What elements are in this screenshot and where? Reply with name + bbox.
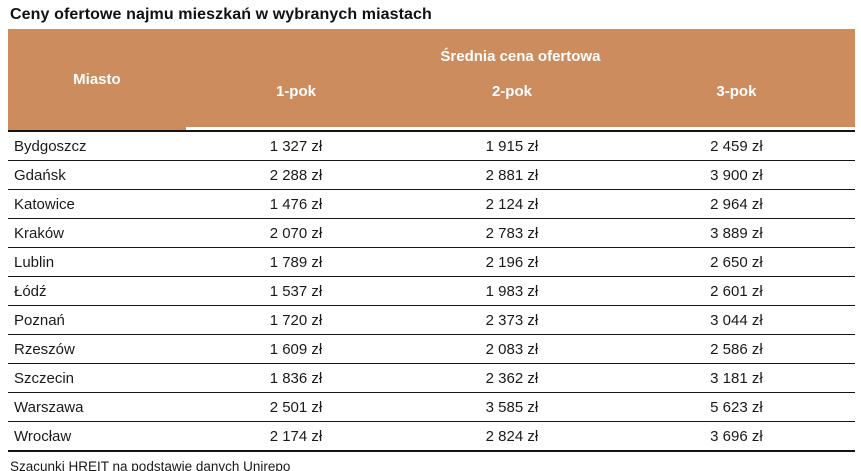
price-cell: 2 362 zł: [406, 364, 618, 393]
price-cell: 2 501 zł: [185, 393, 407, 422]
price-cell: 1 476 zł: [185, 190, 407, 219]
price-cell: 2 288 zł: [185, 161, 407, 190]
group-header-row: Miasto Średnia cena ofertowa: [8, 29, 855, 130]
city-cell: Szczecin: [8, 364, 186, 393]
table-row: Lublin 1 789 zł 2 196 zł 2 650 zł: [8, 248, 855, 277]
source-note-text: Szacunki HREIT na podstawie danych: [10, 459, 244, 471]
table-row: Katowice 1 476 zł 2 124 zł 2 964 zł: [8, 190, 855, 219]
price-cell: 5 623 zł: [617, 393, 855, 422]
price-cell: 1 836 zł: [185, 364, 407, 393]
price-cell: 1 720 zł: [185, 306, 407, 335]
price-cell: 3 889 zł: [617, 219, 855, 248]
column-header-1pok: 1-pok: [185, 65, 407, 130]
column-header-city: Miasto: [8, 29, 186, 130]
price-cell: 2 964 zł: [617, 190, 855, 219]
column-header-3pok: 3-pok: [617, 65, 855, 130]
page-title: Ceny ofertowe najmu mieszkań w wybranych…: [10, 6, 432, 23]
table-row: Rzeszów 1 609 zł 2 083 zł 2 586 zł: [8, 335, 855, 364]
price-cell: 2 459 zł: [617, 130, 855, 161]
price-cell: 2 124 zł: [406, 190, 618, 219]
table-body: Bydgoszcz 1 327 zł 1 915 zł 2 459 zł Gdańsk 2…: [8, 130, 855, 452]
table-row: Poznań 1 720 zł 2 373 zł 3 044 zł: [8, 306, 855, 335]
price-cell: 2 650 zł: [617, 248, 855, 277]
city-cell: Bydgoszcz: [8, 130, 186, 161]
price-cell: 2 196 zł: [406, 248, 618, 277]
price-cell: 2 373 zł: [406, 306, 618, 335]
price-cell: 2 174 zł: [185, 422, 407, 452]
price-cell: 3 044 zł: [617, 306, 855, 335]
city-cell: Wrocław: [8, 422, 186, 452]
table-row: Wrocław 2 174 zł 2 824 zł 3 696 zł: [8, 422, 855, 452]
table-row: Warszawa 2 501 zł 3 585 zł 5 623 zł: [8, 393, 855, 422]
price-cell: 2 586 zł: [617, 335, 855, 364]
price-cell: 2 083 zł: [406, 335, 618, 364]
table-row: Łódź 1 537 zł 1 983 zł 2 601 zł: [8, 277, 855, 306]
price-cell: 3 696 zł: [617, 422, 855, 452]
column-header-2pok: 2-pok: [406, 65, 618, 130]
price-cell: 1 609 zł: [185, 335, 407, 364]
city-cell: Katowice: [8, 190, 186, 219]
rent-price-table: Miasto Średnia cena ofertowa 1-pok 2-pok…: [8, 29, 855, 452]
price-cell: 1 983 zł: [406, 277, 618, 306]
source-note-misspelled-word: Unirepo: [243, 459, 291, 471]
city-cell: Warszawa: [8, 393, 186, 422]
column-header-row: 1-pok 2-pok 3-pok: [8, 65, 855, 130]
price-cell: 1 327 zł: [185, 130, 407, 161]
city-cell: Kraków: [8, 219, 186, 248]
price-cell: 1 537 zł: [185, 277, 407, 306]
price-cell: 3 181 zł: [617, 364, 855, 393]
price-cell: 2 881 zł: [406, 161, 618, 190]
city-cell: Rzeszów: [8, 335, 186, 364]
price-cell: 3 900 zł: [617, 161, 855, 190]
city-cell: Lublin: [8, 248, 186, 277]
price-cell: 2 783 zł: [406, 219, 618, 248]
price-cell: 2 824 zł: [406, 422, 618, 452]
source-note: Szacunki HREIT na podstawie danych Unire…: [10, 459, 861, 471]
table-header: Miasto Średnia cena ofertowa 1-pok 2-pok…: [8, 29, 855, 130]
city-cell: Gdańsk: [8, 161, 186, 190]
price-cell: 3 585 zł: [406, 393, 618, 422]
price-cell: 1 789 zł: [185, 248, 407, 277]
price-cell: 1 915 zł: [406, 130, 618, 161]
price-cell: 2 601 zł: [617, 277, 855, 306]
price-cell: 2 070 zł: [185, 219, 407, 248]
city-cell: Łódź: [8, 277, 186, 306]
table-row: Bydgoszcz 1 327 zł 1 915 zł 2 459 zł: [8, 130, 855, 161]
city-cell: Poznań: [8, 306, 186, 335]
table-row: Szczecin 1 836 zł 2 362 zł 3 181 zł: [8, 364, 855, 393]
table-row: Kraków 2 070 zł 2 783 zł 3 889 zł: [8, 219, 855, 248]
table-row: Gdańsk 2 288 zł 2 881 zł 3 900 zł: [8, 161, 855, 190]
group-header: Średnia cena ofertowa: [185, 29, 855, 65]
